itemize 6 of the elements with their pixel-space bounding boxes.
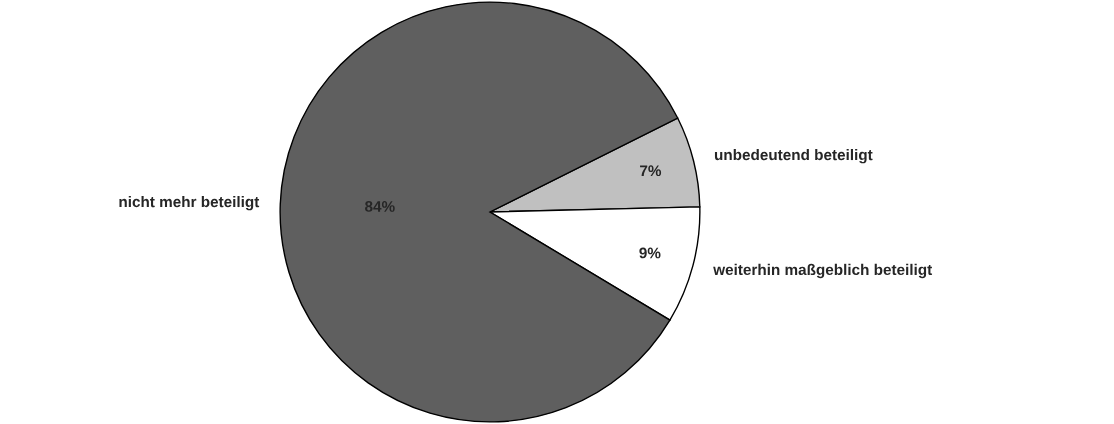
slice-label: nicht mehr beteiligt xyxy=(119,195,260,211)
slice-label: unbedeutend beteiligt xyxy=(714,148,873,164)
slice-label: weiterhin maßgeblich beteiligt xyxy=(713,263,933,279)
data-label: 9% xyxy=(639,247,661,259)
data-label: 7% xyxy=(640,165,662,177)
data-label: 84% xyxy=(365,201,395,212)
